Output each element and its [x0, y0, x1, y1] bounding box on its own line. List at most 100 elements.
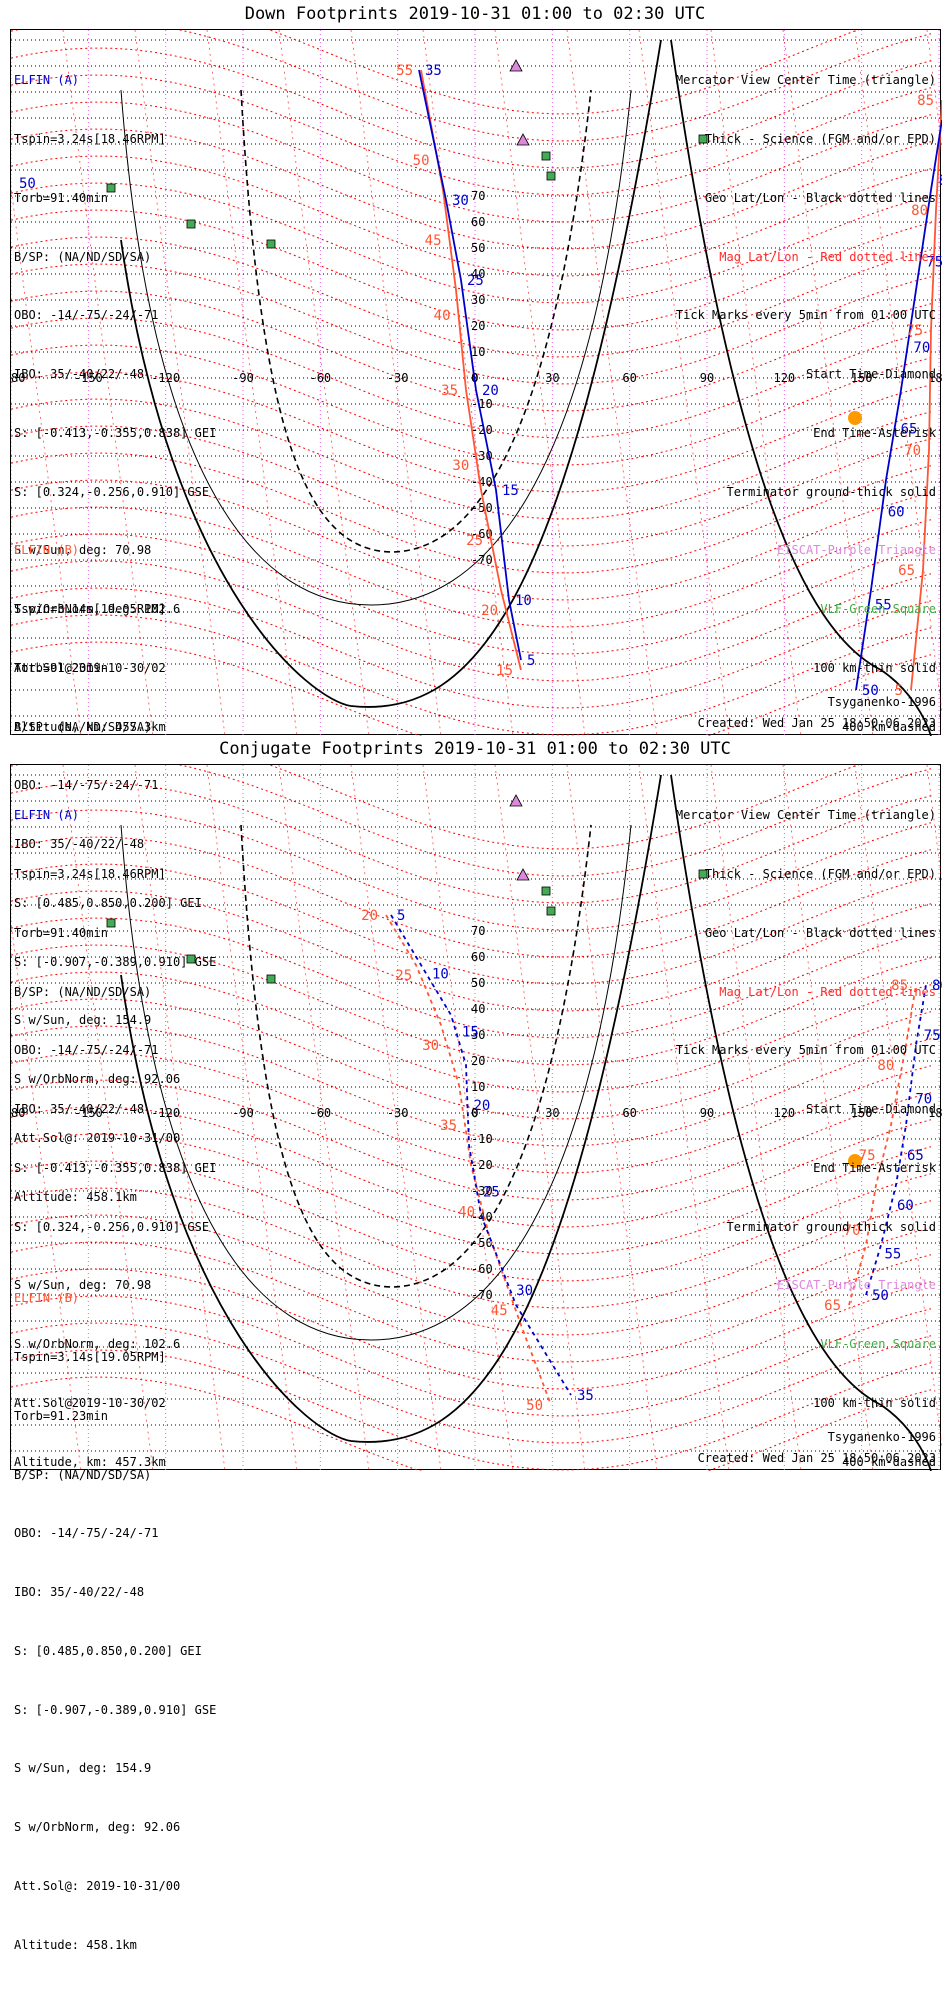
map-frame-down: -180-150-120-90-60-300306090120150180706… — [10, 29, 942, 1204]
info-line: Torb=91.40min — [14, 190, 108, 205]
info-line: Tspin=3.24s[18.46RPM] — [14, 131, 166, 146]
vlf-square — [106, 183, 116, 193]
elfin-b-track — [385, 914, 552, 1406]
footer-created-down: Created: Wed Jan 25 18:50:06 2023 — [697, 716, 936, 730]
info-line: S w/Sun, deg: 154.9 — [14, 1761, 152, 1776]
mag-lon-line — [206, 765, 298, 1471]
info-line: Att.Sol@: 2019-10-31/00 — [14, 1879, 181, 1893]
map-frame-conjugate: -180-150-120-90-60-300306090120150180706… — [10, 764, 942, 1952]
lon-tick-label: 150 — [851, 1106, 873, 1120]
mag-lon-line — [638, 30, 730, 736]
mag-lon-line — [11, 183, 82, 736]
elfin-a-tick-label: 20 — [482, 383, 499, 399]
elfin-b-tick-label: 80 — [877, 1058, 894, 1074]
legend-item: Terminator ground-thick solid — [726, 1219, 936, 1234]
lon-tick-label: 120 — [773, 1106, 795, 1120]
elfin-b-tick-label: 75 — [859, 1148, 876, 1164]
elfin-b-header: ELFIN (B) — [14, 1291, 80, 1306]
elfin-a-tick-label: 80 — [932, 978, 942, 994]
map-svg-conjugate: -180-150-120-90-60-300306090120150180706… — [11, 765, 942, 1471]
legend-item: Mag Lat/Lon - Red dotted lines — [719, 249, 936, 264]
eiscat-triangle — [509, 794, 523, 807]
legend-item: Thick - Science (FGM and/or EPD) — [704, 866, 936, 881]
lon-tick-label: -90 — [232, 1106, 254, 1120]
elfin-a-header: ELFIN (A) — [14, 73, 80, 88]
elfin-a-tick-label: 50 — [872, 1288, 889, 1304]
elfin-b-info-down: ELFIN (B) Tspin=3.14s[19.05RPM] Torb=91.… — [14, 502, 216, 1247]
lat-tick-label: 40 — [471, 267, 485, 281]
info-line: S: [-0.907,-0.389,0.910] GSE — [14, 1702, 217, 1717]
info-line: IBO: 35/-40/22/-48 — [14, 837, 145, 852]
boundary-100km — [120, 824, 632, 1341]
lat-tick-label: -70 — [471, 1288, 493, 1302]
info-line: OBO: -14/-75/-24/-71 — [14, 1526, 159, 1541]
mag-lon-line — [206, 30, 298, 736]
elfin-b-tick-label: 20 — [361, 908, 378, 924]
mag-lon-line — [350, 765, 442, 1471]
elfin-a-tick-label: 15 — [502, 483, 519, 499]
elfin-b-tick-label: 5 — [895, 683, 903, 699]
panel-title-conjugate: Conjugate Footprints 2019-10-31 01:00 to… — [219, 739, 731, 759]
lon-tick-label: 90 — [700, 1106, 714, 1120]
elfin-a-info-conjugate: ELFIN (A) Tspin=3.24s[18.46RPM] Torb=91.… — [14, 767, 216, 1512]
mag-lon-line — [494, 30, 586, 736]
vlf-square — [546, 171, 556, 181]
legend-item: Mercator View Center Time (triangle) — [675, 808, 936, 823]
lon-tick-label: -120 — [151, 1106, 180, 1120]
map-svg-down: -180-150-120-90-60-300306090120150180706… — [11, 30, 942, 736]
info-line: OBO: -14/-75/-24/-71 — [14, 1043, 159, 1058]
elfin-b-tick-label: 40 — [434, 308, 451, 324]
legend-item: Thick - Science (FGM and/or EPD) — [704, 131, 936, 146]
mag-lon-line — [422, 765, 514, 1471]
vlf-square — [186, 219, 196, 229]
mag-lon-line — [566, 765, 658, 1471]
lon-tick-label: 30 — [545, 1106, 559, 1120]
mag-lon-line — [278, 30, 370, 736]
elfin-a-tick-label: 70 — [913, 340, 930, 356]
lat-tick-label: -40 — [471, 475, 493, 489]
legend-item: 400 km-dashed — [842, 1454, 936, 1469]
info-line: S: [0.324,-0.256,0.910] GSE — [14, 1219, 210, 1234]
info-line: Tspin=3.14s[19.05RPM] — [14, 1349, 166, 1364]
elfin-b-tick-label: 35 — [440, 1118, 457, 1134]
lat-tick-label: -20 — [471, 1158, 493, 1172]
info-line: B/SP: (NA/ND/SD/SA) — [14, 1467, 152, 1482]
mag-lon-line — [350, 30, 442, 736]
mag-lon-line — [854, 30, 942, 716]
info-line: S w/Sun, deg: 154.9 — [14, 1013, 152, 1028]
vlf-square — [541, 886, 551, 896]
elfin-b-tick-label: 65 — [898, 563, 915, 579]
mag-lon-line — [11, 918, 82, 1471]
legend-item: Tick Marks every 5min from 01:00 UTC — [675, 1043, 936, 1058]
lat-tick-label: -60 — [471, 1262, 493, 1276]
lat-tick-label: 60 — [471, 215, 485, 229]
legend-item: Start Time-Diamond — [805, 367, 936, 382]
elfin-a-track — [390, 914, 572, 1396]
lon-tick-label: -150 — [74, 371, 103, 385]
info-line: S w/OrbNorm, deg: 102.6 — [14, 602, 181, 617]
mag-lon-line — [278, 765, 370, 1471]
elfin-a-tick-label: 70 — [915, 1091, 932, 1107]
elfin-a-track — [418, 69, 522, 661]
lon-tick-label: -60 — [309, 1106, 331, 1120]
info-line: Altitude: 458.1km — [14, 1937, 137, 1952]
terminator-line — [120, 39, 662, 708]
eiscat-triangle — [509, 59, 523, 72]
elfin-a-tick-label: 65 — [907, 1148, 924, 1164]
elfin-a-tick-label: 35 — [577, 1388, 594, 1404]
lon-tick-label: 120 — [773, 371, 795, 385]
info-line: Torb=91.23min — [14, 1408, 108, 1423]
elfin-a-header: ELFIN (A) — [14, 808, 80, 823]
info-line: S: [-0.413,-0.355,0.838] GEI — [14, 1160, 217, 1175]
elfin-b-track-east — [848, 984, 917, 1306]
elfin-b-tick-label: 55 — [396, 63, 413, 79]
elfin-a-tick-label: 10 — [432, 966, 449, 982]
mag-lon-line — [566, 30, 658, 736]
elfin-b-info-conjugate: ELFIN (B) Tspin=3.14s[19.05RPM] Torb=91.… — [14, 1250, 216, 1995]
mag-lon-line — [134, 30, 226, 736]
elfin-a-tick-label: 30 — [516, 1283, 533, 1299]
elfin-a-tick-label: 10 — [515, 593, 532, 609]
vlf-square — [698, 869, 708, 879]
elfin-a-tick-label: 80 — [939, 173, 942, 189]
info-line: Torb=91.40min — [14, 925, 108, 940]
